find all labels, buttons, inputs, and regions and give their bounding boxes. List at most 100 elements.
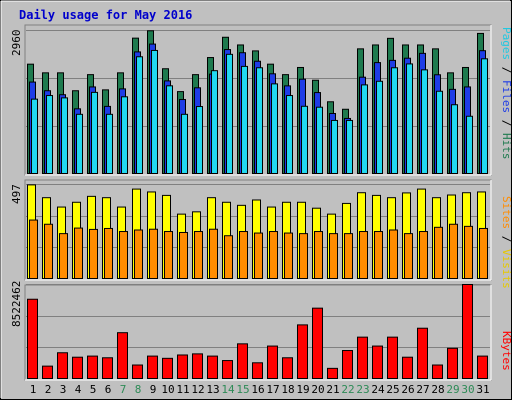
bar-kbytes <box>357 336 368 380</box>
x-tick-label: 22 <box>341 383 354 396</box>
bar-sites <box>149 228 158 279</box>
x-tick-label: 24 <box>371 383 385 396</box>
legend-label: / <box>500 113 512 133</box>
bar-pages <box>31 98 38 174</box>
bar-pages <box>151 49 158 174</box>
bar-kbytes <box>432 364 443 379</box>
bar-pages <box>196 106 203 174</box>
bar-pages <box>301 105 308 174</box>
x-tick-label: 7 <box>120 383 127 396</box>
bar-kbytes <box>477 355 488 380</box>
bar-pages <box>466 115 473 175</box>
bar-kbytes <box>267 345 278 379</box>
x-tick-label: 31 <box>476 383 489 396</box>
y-max-label-hits: 2960 <box>10 30 23 57</box>
legend-label: KBytes <box>500 331 512 371</box>
bar-pages <box>106 113 113 175</box>
bar-pages <box>76 113 83 175</box>
x-tick-label: 5 <box>90 383 97 396</box>
bar-kbytes <box>402 356 413 379</box>
bar-kbytes <box>27 298 38 380</box>
bar-kbytes <box>312 307 323 380</box>
bar-pages <box>241 65 248 174</box>
bar-kbytes <box>72 356 83 379</box>
bar-pages <box>286 95 293 174</box>
bar-sites <box>164 231 173 279</box>
x-tick-label: 16 <box>251 383 264 396</box>
x-tick-label: 11 <box>176 383 189 396</box>
bar-sites <box>194 231 203 279</box>
x-tick-label: 28 <box>431 383 444 396</box>
bar-pages <box>331 119 338 175</box>
x-tick-label: 2 <box>45 383 52 396</box>
bar-pages <box>46 95 53 174</box>
bar-sites <box>344 233 353 280</box>
bar-sites <box>224 235 233 280</box>
bar-kbytes <box>297 324 308 380</box>
bar-kbytes <box>462 284 473 379</box>
x-tick-label: 25 <box>386 383 399 396</box>
bar-sites <box>284 232 293 280</box>
bar-pages <box>226 53 233 174</box>
y-max-label-visits: 497 <box>10 184 23 204</box>
x-tick-label: 9 <box>150 383 157 396</box>
bar-kbytes <box>162 357 173 380</box>
bar-pages <box>391 67 398 174</box>
bar-sites <box>74 227 83 279</box>
bar-kbytes <box>177 354 188 379</box>
x-tick-label: 4 <box>75 383 82 396</box>
bar-sites <box>269 231 278 279</box>
bar-kbytes <box>192 353 203 380</box>
bar-pages <box>211 70 218 174</box>
bar-kbytes <box>102 357 113 380</box>
bar-sites <box>239 231 248 279</box>
bar-kbytes <box>42 365 53 380</box>
bar-kbytes <box>342 350 353 379</box>
bar-kbytes <box>132 364 143 379</box>
legend-label: Files <box>500 80 512 113</box>
bar-pages <box>481 58 488 174</box>
bar-sites <box>464 225 473 279</box>
bar-kbytes <box>147 355 158 380</box>
bar-sites <box>44 223 53 279</box>
bar-sites <box>134 229 143 279</box>
bar-sites <box>449 223 458 279</box>
legend-label: Sites <box>500 196 512 229</box>
bar-sites <box>314 231 323 279</box>
bar-sites <box>329 233 338 280</box>
legend-kbytes: KBytes <box>500 331 512 371</box>
bar-sites <box>374 231 383 279</box>
bar-sites <box>299 233 308 280</box>
bar-pages <box>376 80 383 174</box>
x-tick-label: 29 <box>446 383 459 396</box>
x-tick-label: 21 <box>326 383 339 396</box>
x-tick-label: 23 <box>356 383 369 396</box>
x-tick-label: 1 <box>30 383 37 396</box>
x-tick-label: 15 <box>236 383 249 396</box>
x-tick-label: 17 <box>266 383 279 396</box>
bar-kbytes <box>222 360 233 380</box>
bar-pages <box>361 84 368 174</box>
x-tick-label: 18 <box>281 383 294 396</box>
bar-kbytes <box>237 343 248 380</box>
bar-sites <box>434 226 443 279</box>
x-tick-label: 26 <box>401 383 414 396</box>
bar-pages <box>451 104 458 174</box>
x-tick-label: 8 <box>135 383 142 396</box>
bar-pages <box>316 106 323 174</box>
bar-pages <box>256 67 263 174</box>
bar-sites <box>254 232 263 280</box>
bar-sites <box>389 229 398 279</box>
bar-sites <box>479 227 488 279</box>
bar-pages <box>121 96 128 174</box>
x-tick-label: 30 <box>461 383 474 396</box>
x-tick-label: 6 <box>105 383 112 396</box>
bar-kbytes <box>387 336 398 380</box>
bar-pages <box>61 97 68 174</box>
bar-kbytes <box>327 367 338 380</box>
bar-sites <box>59 233 68 280</box>
chart-title: Daily usage for May 2016 <box>19 8 192 22</box>
bar-sites <box>419 231 428 279</box>
bar-sites <box>359 231 368 279</box>
